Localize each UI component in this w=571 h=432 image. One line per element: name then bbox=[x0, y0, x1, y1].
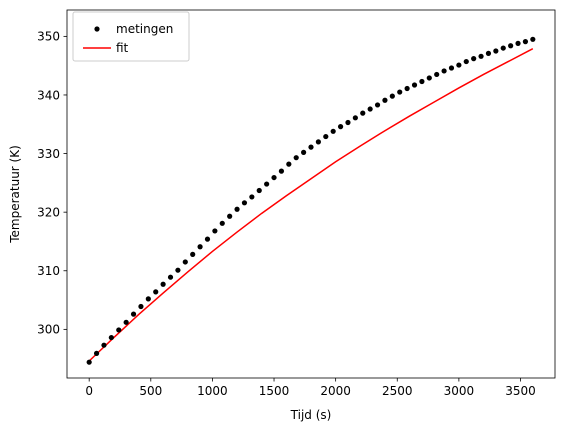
data-point bbox=[116, 327, 122, 333]
data-point bbox=[456, 62, 462, 68]
legend-marker-metingen bbox=[94, 26, 100, 32]
data-point bbox=[167, 274, 174, 280]
data-point bbox=[145, 296, 151, 302]
data-point bbox=[293, 155, 299, 161]
data-point bbox=[522, 39, 529, 45]
data-point bbox=[434, 71, 440, 78]
data-point bbox=[382, 97, 388, 103]
data-point bbox=[315, 139, 321, 145]
data-point bbox=[323, 133, 329, 140]
data-point bbox=[308, 144, 314, 150]
data-point bbox=[160, 281, 166, 287]
y-axis-label: Temperatuur (K) bbox=[8, 145, 22, 244]
data-point bbox=[508, 43, 514, 49]
data-point bbox=[478, 53, 484, 59]
data-point bbox=[234, 206, 240, 212]
data-point bbox=[330, 128, 336, 134]
data-point bbox=[352, 115, 358, 121]
data-point bbox=[441, 68, 447, 74]
data-point bbox=[426, 75, 432, 81]
x-tick-label: 2000 bbox=[320, 384, 351, 398]
data-point bbox=[419, 78, 425, 85]
data-point bbox=[337, 124, 344, 130]
data-point bbox=[175, 267, 181, 273]
plot-frame bbox=[66, 9, 556, 379]
data-point bbox=[108, 334, 114, 341]
data-point bbox=[471, 56, 477, 62]
data-point bbox=[219, 220, 225, 226]
data-point bbox=[271, 174, 277, 181]
data-point bbox=[500, 45, 506, 51]
data-point bbox=[530, 36, 536, 42]
x-tick-label: 1000 bbox=[197, 384, 228, 398]
data-point bbox=[182, 259, 188, 265]
data-point bbox=[367, 106, 373, 112]
x-tick-label: 0 bbox=[85, 384, 93, 398]
data-point bbox=[204, 236, 211, 242]
x-tick-label: 1500 bbox=[259, 384, 290, 398]
legend-box bbox=[72, 11, 190, 62]
y-tick-label: 320 bbox=[37, 205, 60, 219]
data-point bbox=[212, 228, 218, 234]
data-point bbox=[227, 213, 233, 219]
data-point bbox=[101, 342, 107, 348]
y-tick-label: 330 bbox=[37, 147, 60, 161]
data-point bbox=[123, 319, 129, 325]
x-tick-label: 2500 bbox=[382, 384, 413, 398]
data-point bbox=[493, 48, 499, 54]
data-point bbox=[485, 50, 492, 56]
legend-label-fit: fit bbox=[116, 41, 129, 55]
data-point bbox=[93, 350, 100, 356]
data-point bbox=[278, 168, 285, 174]
plot-area bbox=[86, 36, 536, 365]
data-point bbox=[86, 359, 92, 365]
data-point bbox=[130, 311, 137, 317]
x-tick-label: 500 bbox=[139, 384, 162, 398]
data-point bbox=[249, 194, 255, 200]
legend-label-metingen: metingen bbox=[116, 22, 173, 36]
x-axis: 0 500 1000 1500 2000 2500 3000 3500 bbox=[85, 378, 536, 398]
data-point bbox=[138, 303, 144, 310]
data-point bbox=[374, 102, 381, 108]
data-point bbox=[463, 58, 469, 65]
y-tick-label: 340 bbox=[37, 88, 60, 102]
data-point bbox=[360, 110, 366, 116]
data-point bbox=[256, 187, 262, 194]
fit-line bbox=[88, 48, 534, 362]
y-axis: 300 310 320 330 340 350 bbox=[37, 30, 67, 337]
data-point bbox=[345, 119, 351, 126]
legend: metingen fit bbox=[72, 11, 190, 62]
data-point bbox=[397, 89, 403, 95]
data-point bbox=[389, 93, 395, 99]
x-axis-label: Tijd (s) bbox=[290, 408, 332, 422]
data-point bbox=[301, 149, 307, 155]
y-tick-label: 310 bbox=[37, 264, 60, 278]
y-tick-label: 350 bbox=[37, 30, 60, 44]
data-point bbox=[197, 244, 203, 250]
data-point bbox=[411, 82, 418, 88]
data-point bbox=[264, 181, 270, 187]
data-point bbox=[153, 289, 159, 295]
x-tick-label: 3000 bbox=[444, 384, 475, 398]
data-point bbox=[515, 40, 521, 47]
data-point bbox=[448, 65, 455, 71]
data-point bbox=[286, 161, 292, 167]
data-point bbox=[241, 200, 248, 206]
x-tick-label: 3500 bbox=[505, 384, 536, 398]
y-tick-label: 300 bbox=[37, 323, 60, 337]
data-point bbox=[404, 85, 410, 92]
data-point bbox=[190, 251, 196, 257]
